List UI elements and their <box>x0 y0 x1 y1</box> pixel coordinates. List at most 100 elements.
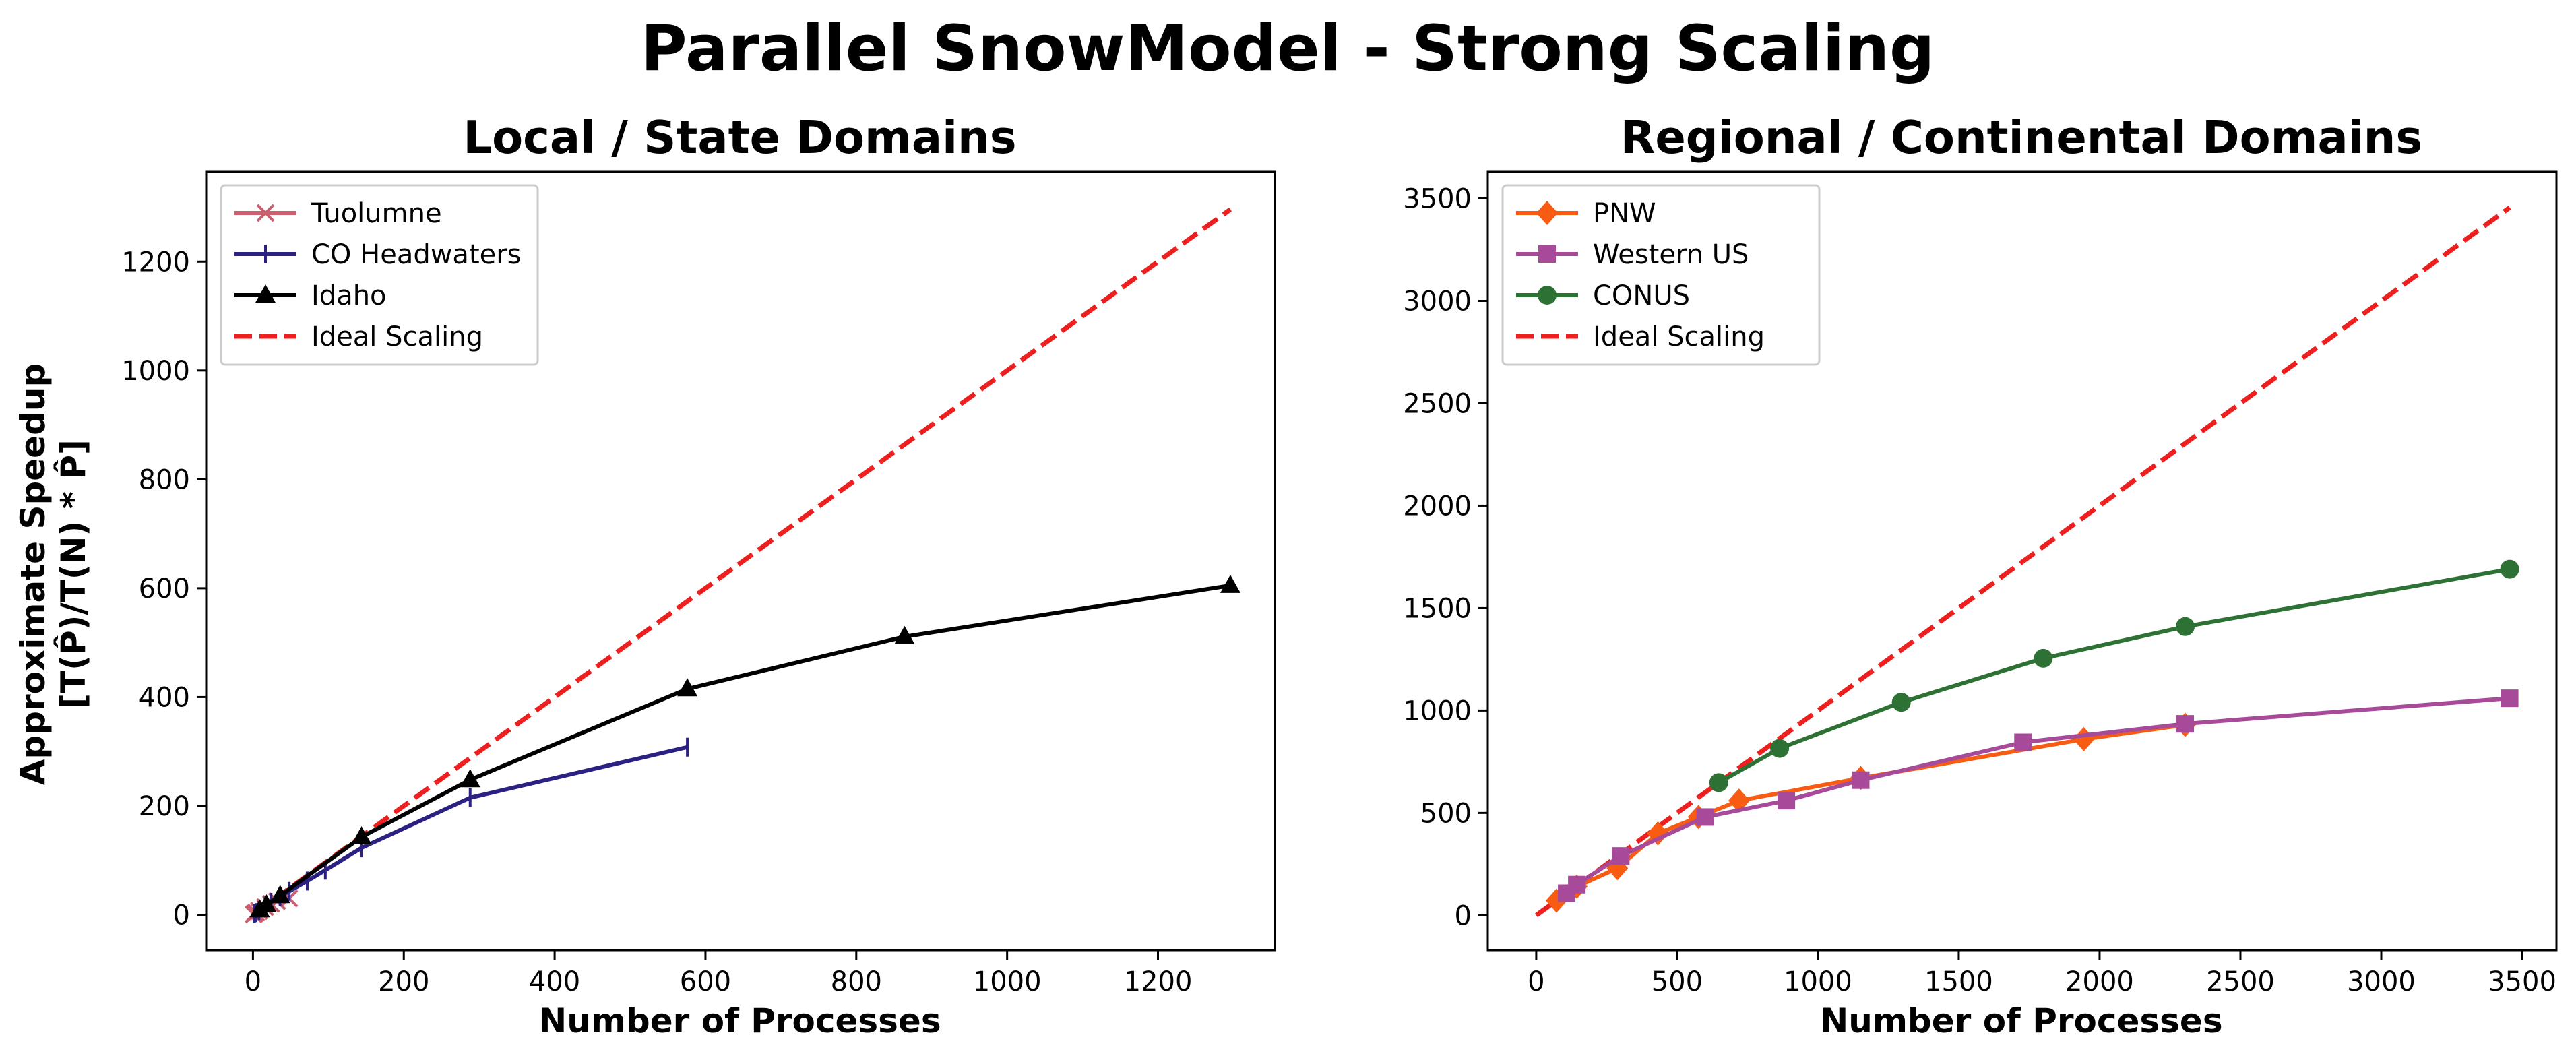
legend-label: Idaho <box>311 280 387 311</box>
legend-label: Tuolumne <box>311 198 442 229</box>
data-point <box>1852 771 1870 789</box>
data-point <box>2034 648 2053 668</box>
y-tick-label: 2500 <box>1403 388 1472 419</box>
data-point <box>1568 875 1586 894</box>
panel-local-state: Local / State Domains Number of Processe… <box>13 111 1276 1040</box>
figure-title: Parallel SnowModel - Strong Scaling <box>641 12 1935 86</box>
data-point <box>460 769 480 788</box>
series-idaho <box>249 574 1240 918</box>
x-tick-label: 0 <box>1528 966 1544 997</box>
x-tick-label: 200 <box>378 966 429 997</box>
y-tick-label: 500 <box>1420 798 1472 829</box>
legend-label: Ideal Scaling <box>1593 321 1765 352</box>
legend-label: CO Headwaters <box>311 239 522 270</box>
legend-marker <box>255 284 276 303</box>
x-tick-label: 0 <box>245 966 261 997</box>
series-ideal-scaling <box>1534 206 2511 918</box>
legend-entry-conus: CONUS <box>1516 280 1690 311</box>
data-point <box>351 826 372 844</box>
legend-label: PNW <box>1593 198 1656 229</box>
legend-entry-ideal-scaling: Ideal Scaling <box>1516 321 1765 352</box>
axes-frame-local <box>205 170 1276 952</box>
series-line-pnw <box>1555 722 2186 902</box>
data-point <box>1770 739 1790 758</box>
y-tick-label: 3500 <box>1403 184 1472 215</box>
legend-marker <box>1538 286 1557 305</box>
data-point <box>894 625 915 644</box>
y-tick-label: 200 <box>139 791 190 822</box>
x-axis-label-regional: Number of Processes <box>1820 1001 2222 1040</box>
x-tick-label: 400 <box>529 966 580 997</box>
data-point <box>256 894 277 912</box>
data-point <box>1778 792 1796 810</box>
x-tick-label: 3000 <box>2347 966 2416 997</box>
x-tick-label: 1200 <box>1124 966 1193 997</box>
x-tick-label: 600 <box>680 966 731 997</box>
data-point <box>1220 574 1240 593</box>
legend-box <box>1501 184 1821 366</box>
legend-label: CONUS <box>1593 280 1690 311</box>
y-axis-label-line2: [T(P̂)/T(N) * P̂] <box>53 439 93 709</box>
data-point <box>2014 733 2032 751</box>
series-line-ideal-scaling <box>1534 206 2511 918</box>
data-point <box>2073 726 2095 751</box>
ticks-regional: 0 500 1000 1500 2000 2500 3000 3500 0 500 1000 1500… <box>1403 184 2556 997</box>
plot-area-regional <box>1534 206 2519 918</box>
legend-box <box>220 184 539 366</box>
data-point <box>1709 773 1728 792</box>
data-point <box>2176 617 2195 636</box>
x-axis-label-local: Number of Processes <box>538 1001 941 1040</box>
legend-label: Western US <box>1593 239 1749 270</box>
legend-marker <box>1538 245 1556 263</box>
x-tick-label: 800 <box>831 966 882 997</box>
y-tick-label: 1500 <box>1403 593 1472 624</box>
data-point <box>2500 559 2519 579</box>
series-co-headwaters <box>253 737 689 923</box>
panel-regional-continental: Regional / Continental Domains Number of… <box>1403 111 2558 1040</box>
x-tick-label: 500 <box>1652 966 1703 997</box>
y-tick-label: 600 <box>139 573 190 604</box>
plot-area-local <box>245 207 1240 924</box>
data-point <box>2176 715 2195 733</box>
series-line-idaho <box>258 583 1231 912</box>
series-western-us <box>1558 689 2519 902</box>
y-tick-label: 400 <box>139 682 190 713</box>
y-tick-label: 0 <box>173 900 190 931</box>
legend-entry-ideal-scaling: Ideal Scaling <box>234 321 483 352</box>
legend-entry-idaho: Idaho <box>234 280 387 311</box>
x-tick-label: 3500 <box>2488 966 2556 997</box>
legend-marker <box>1536 201 1558 225</box>
x-tick-label: 1500 <box>1924 966 1993 997</box>
legend-regional: PNW Western US CONUS Ideal Scaling <box>1501 184 1821 366</box>
legend-entry-tuolumne: Tuolumne <box>234 198 442 229</box>
data-point <box>1728 788 1750 813</box>
legend-label: Ideal Scaling <box>311 321 483 352</box>
data-point <box>1612 847 1630 865</box>
x-tick-label: 1000 <box>973 966 1042 997</box>
legend-entry-co-headwaters: CO Headwaters <box>234 239 522 270</box>
x-tick-label: 2500 <box>2206 966 2275 997</box>
y-tick-label: 1200 <box>121 247 190 278</box>
panel-title-local: Local / State Domains <box>463 111 1016 164</box>
y-axis-label-line1: Approximate Speedup <box>13 363 53 786</box>
y-tick-label: 2000 <box>1403 491 1472 522</box>
series-pnw <box>1545 712 2197 913</box>
y-tick-label: 0 <box>1455 900 1472 931</box>
y-axis-label-local: Approximate Speedup [T(P̂)/T(N) * P̂] <box>13 363 93 786</box>
data-point <box>677 678 698 697</box>
legend-entry-pnw: PNW <box>1516 198 1656 229</box>
y-tick-label: 3000 <box>1403 286 1472 317</box>
legend-entry-western-us: Western US <box>1516 239 1749 270</box>
series-line-ideal-scaling <box>251 207 1232 917</box>
data-point <box>1891 693 1911 712</box>
axes-frame-regional <box>1486 170 2558 952</box>
ticks-local: 0 200 400 600 800 1000 1200 0 200 400 600 800 1000 12… <box>121 247 1192 997</box>
series-conus <box>1709 559 2519 792</box>
data-point <box>2501 689 2519 708</box>
panel-title-regional: Regional / Continental Domains <box>1621 111 2422 164</box>
y-tick-label: 1000 <box>121 356 190 387</box>
series-line-conus <box>1718 567 2511 785</box>
data-point <box>1696 808 1714 826</box>
legend-local: Tuolumne CO Headwaters Idaho Ideal Scaling <box>220 184 539 366</box>
